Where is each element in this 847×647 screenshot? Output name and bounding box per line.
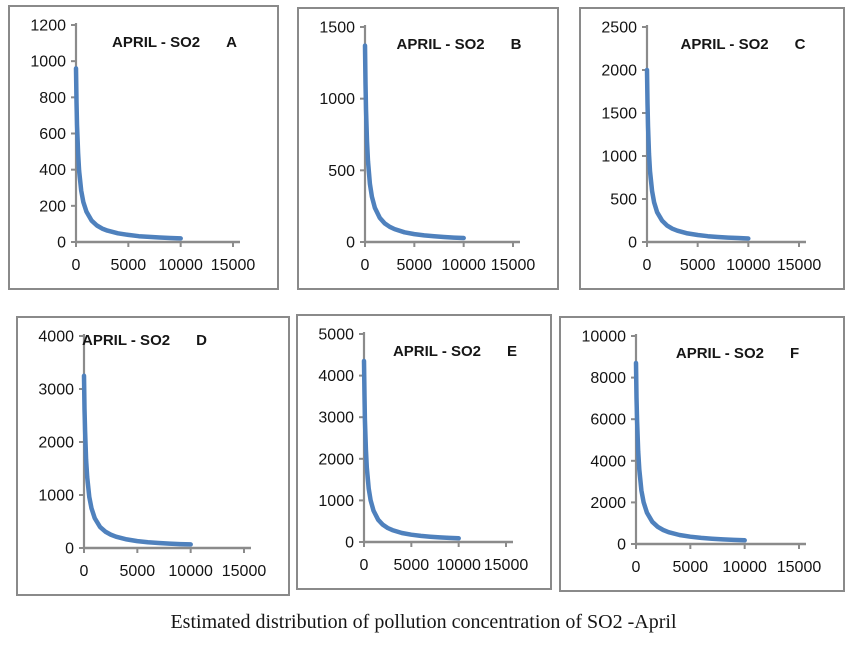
y-tick-label: 2000 bbox=[601, 63, 637, 80]
y-tick-label: 4000 bbox=[318, 368, 354, 385]
x-tick-label: 15000 bbox=[222, 563, 267, 580]
chart-panel-letter: F bbox=[790, 345, 799, 362]
y-tick-label: 1500 bbox=[601, 106, 637, 123]
y-tick-label: 3000 bbox=[38, 382, 74, 399]
chart-panel-b: 0 500 1000 1500 0 5000 10000 15000 APRIL - SO2 B bbox=[297, 7, 559, 290]
y-tick-label: 1000 bbox=[319, 91, 355, 108]
chart-panel-f: 0 2000 4000 6000 8000 10000 0 5000 10000 15000 APR… bbox=[559, 316, 845, 592]
series-curve bbox=[633, 360, 747, 543]
chart-canvas-e: 0 1000 2000 3000 4000 5000 0 5000 10000 15000 APRI… bbox=[318, 327, 529, 575]
series-curve bbox=[361, 358, 461, 541]
chart-panel-e: 0 1000 2000 3000 4000 5000 0 5000 10000 15000 APRI… bbox=[296, 314, 552, 590]
y-tick-label: 200 bbox=[39, 198, 66, 215]
x-tick-label: 0 bbox=[80, 563, 89, 580]
chart-canvas-d: 0 1000 2000 3000 4000 0 5000 10000 15000 APRIL - … bbox=[38, 329, 267, 581]
x-tick-label: 0 bbox=[360, 557, 369, 574]
y-tick-label: 2500 bbox=[601, 20, 637, 37]
y-tick-label: 1200 bbox=[30, 18, 66, 35]
chart-panel-letter: A bbox=[226, 34, 237, 51]
y-tick-label: 0 bbox=[346, 235, 355, 252]
series-curve bbox=[81, 373, 193, 547]
y-tick-label: 0 bbox=[628, 235, 637, 252]
y-tick-label: 1000 bbox=[38, 488, 74, 505]
chart-title: APRIL - SO2 C bbox=[681, 36, 806, 53]
y-tick-label: 600 bbox=[39, 126, 66, 143]
y-tick-label: 800 bbox=[39, 90, 66, 107]
y-tick-label: 2000 bbox=[38, 435, 74, 452]
x-tick-label: 5000 bbox=[680, 257, 716, 274]
chart-title: APRIL - SO2 B bbox=[397, 36, 522, 53]
x-tick-label: 15000 bbox=[484, 557, 529, 574]
x-tick-label: 15000 bbox=[211, 257, 256, 274]
y-tick-label: 0 bbox=[57, 235, 66, 252]
chart-title: APRIL - SO2 D bbox=[82, 332, 207, 349]
x-tick-label: 15000 bbox=[777, 257, 822, 274]
chart-panel-letter: B bbox=[511, 36, 522, 53]
x-tick-label: 10000 bbox=[441, 257, 486, 274]
x-tick-label: 10000 bbox=[158, 257, 203, 274]
chart-canvas-a: 0 200 400 600 800 1000 1200 0 5000 10000 15000 APRI… bbox=[30, 18, 256, 275]
y-tick-label: 1000 bbox=[318, 493, 354, 510]
y-tick-label: 8000 bbox=[590, 370, 626, 387]
x-tick-label: 10000 bbox=[436, 557, 481, 574]
x-tick-label: 5000 bbox=[120, 563, 156, 580]
series-curve bbox=[73, 66, 183, 241]
y-tick-label: 2000 bbox=[318, 451, 354, 468]
y-tick-label: 3000 bbox=[318, 410, 354, 427]
y-tick-label: 1000 bbox=[30, 54, 66, 71]
chart-canvas-c: 0 500 1000 1500 2000 2500 0 5000 10000 15000 APRIL… bbox=[601, 20, 822, 275]
y-tick-label: 2000 bbox=[590, 495, 626, 512]
chart-canvas-f: 0 2000 4000 6000 8000 10000 0 5000 10000 15000 APR… bbox=[582, 329, 822, 577]
chart-panel-letter: C bbox=[795, 36, 806, 53]
chart-title: APRIL - SO2 E bbox=[393, 343, 517, 360]
y-tick-label: 0 bbox=[617, 537, 626, 554]
y-tick-label: 6000 bbox=[590, 412, 626, 429]
chart-panel-d: 0 1000 2000 3000 4000 0 5000 10000 15000 APRIL - … bbox=[16, 316, 290, 596]
x-tick-label: 10000 bbox=[722, 559, 767, 576]
chart-title: APRIL - SO2 A bbox=[112, 34, 237, 51]
x-tick-label: 5000 bbox=[394, 557, 430, 574]
y-tick-label: 1500 bbox=[319, 20, 355, 37]
x-tick-label: 15000 bbox=[777, 559, 822, 576]
figure-caption: Estimated distribution of pollution conc… bbox=[170, 611, 677, 633]
x-tick-label: 10000 bbox=[726, 257, 771, 274]
series-curve bbox=[362, 43, 466, 241]
y-tick-label: 500 bbox=[328, 163, 355, 180]
y-tick-label: 4000 bbox=[590, 453, 626, 470]
chart-panel-a: 0 200 400 600 800 1000 1200 0 5000 10000 15000 APRI… bbox=[8, 5, 279, 290]
y-tick-label: 1000 bbox=[601, 149, 637, 166]
series-curve bbox=[644, 67, 751, 241]
chart-panel-letter: E bbox=[507, 343, 517, 360]
x-tick-label: 0 bbox=[632, 559, 641, 576]
x-tick-label: 0 bbox=[361, 257, 370, 274]
chart-panel-c: 0 500 1000 1500 2000 2500 0 5000 10000 15000 APRIL… bbox=[579, 7, 845, 290]
chart-title: APRIL - SO2 F bbox=[676, 345, 799, 362]
chart-panel-letter: D bbox=[196, 332, 207, 349]
x-tick-label: 0 bbox=[72, 257, 81, 274]
y-tick-label: 5000 bbox=[318, 327, 354, 344]
y-tick-label: 4000 bbox=[38, 329, 74, 346]
y-tick-label: 400 bbox=[39, 162, 66, 179]
x-tick-label: 10000 bbox=[168, 563, 213, 580]
y-tick-label: 500 bbox=[610, 192, 637, 209]
y-tick-label: 0 bbox=[345, 535, 354, 552]
y-tick-label: 10000 bbox=[582, 329, 627, 346]
x-tick-label: 0 bbox=[643, 257, 652, 274]
x-tick-label: 5000 bbox=[673, 559, 709, 576]
y-tick-label: 0 bbox=[65, 541, 74, 558]
x-tick-label: 5000 bbox=[397, 257, 433, 274]
x-tick-label: 15000 bbox=[491, 257, 536, 274]
x-tick-label: 5000 bbox=[111, 257, 147, 274]
